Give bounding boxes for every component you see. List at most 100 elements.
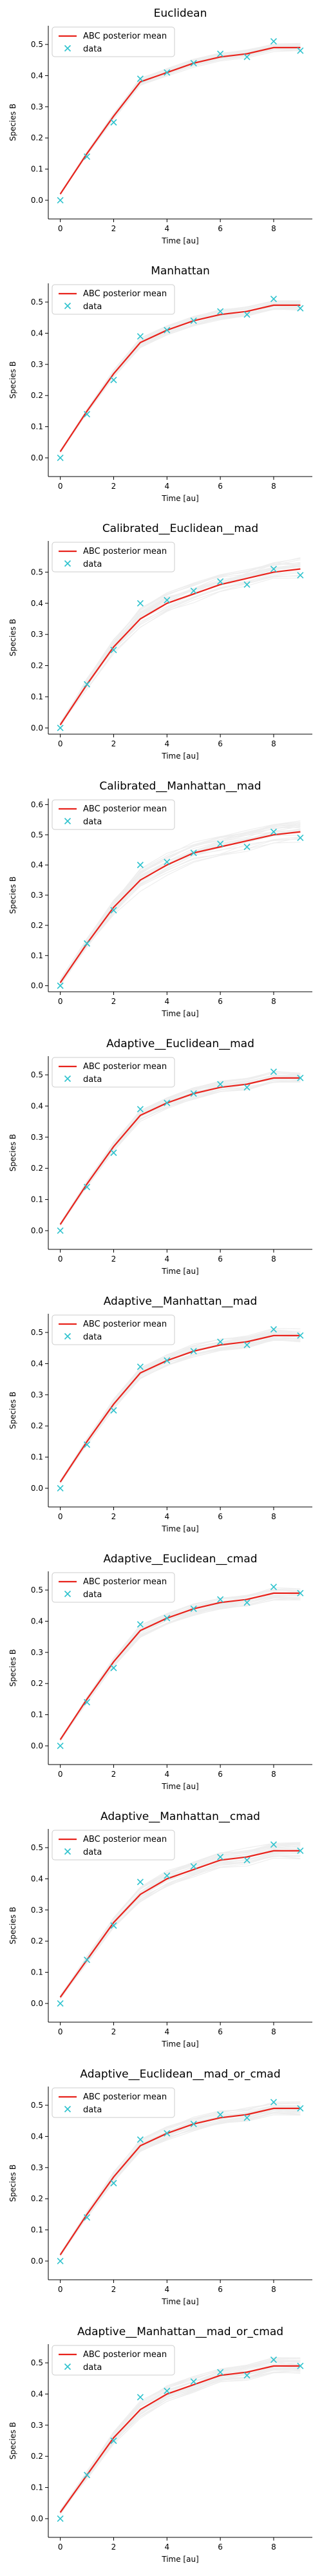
posterior-mean-line [59, 46, 301, 194]
sample-trajectory [60, 1587, 301, 1739]
panel-title: Adaptive__Euclidean__mad [106, 1037, 254, 1050]
sample-trajectory [60, 563, 301, 724]
legend-marker-swatch [64, 1848, 71, 1855]
sample-trajectory [60, 2107, 301, 2255]
sample-trajectory [60, 1339, 301, 1482]
x-tick-label: 4 [164, 739, 169, 748]
sample-trajectory [60, 1074, 301, 1224]
x-tick-label: 2 [111, 2543, 117, 2552]
legend-marker-swatch [64, 1332, 71, 1340]
legend: ABC posterior mean data [52, 1314, 175, 1345]
panel-title: Calibrated__Manhattan__mad [99, 780, 261, 793]
sample-trajectory [60, 1844, 301, 1996]
sample-trajectory [60, 2102, 301, 2255]
x-tick-label: 8 [271, 2027, 276, 2036]
sample-trajectory [60, 2360, 301, 2512]
data-point [137, 600, 144, 607]
sample-trajectory [60, 2370, 301, 2512]
sample-trajectory [60, 1855, 301, 1997]
posterior-samples [60, 1070, 301, 1226]
sample-trajectory [60, 825, 301, 984]
data-point [164, 2130, 171, 2137]
sample-trajectory [60, 50, 301, 194]
sample-trajectory [60, 1848, 301, 1996]
data-point [164, 1099, 171, 1106]
sample-trajectory [60, 1844, 301, 1998]
data-point [217, 50, 224, 57]
x-tick-label: 2 [111, 997, 117, 1006]
sample-trajectory [60, 1081, 301, 1224]
legend-marker-swatch [64, 2105, 71, 2113]
sample-trajectory [60, 1336, 301, 1483]
sample-trajectory [60, 562, 301, 726]
sample-trajectory [60, 2109, 301, 2257]
x-axis-label: Time [au] [161, 236, 199, 245]
y-tick-label: 0.4 [31, 328, 43, 337]
x-tick-label: 0 [58, 1512, 63, 1521]
y-tick-label: 0.2 [31, 921, 43, 930]
sample-trajectory [60, 300, 301, 452]
x-axis-label: Time [au] [161, 494, 199, 503]
legend-box [52, 542, 175, 573]
data-point [164, 1615, 171, 1622]
sample-trajectory [60, 1596, 301, 1741]
y-tick-label: 0.4 [31, 1101, 43, 1110]
sample-trajectory [60, 823, 301, 982]
sample-trajectory [60, 1597, 301, 1742]
sample-trajectory [60, 564, 301, 724]
data-point [83, 2472, 91, 2479]
sample-trajectory [60, 2110, 301, 2257]
legend: ABC posterior mean data [52, 2087, 175, 2118]
sample-trajectory [60, 2106, 301, 2255]
x-tick-label: 8 [271, 2285, 276, 2294]
data-point [110, 2179, 117, 2187]
y-tick-label: 0.3 [31, 1906, 43, 1915]
x-tick-label: 6 [218, 2027, 223, 2036]
sample-trajectory [60, 1329, 301, 1482]
sample-trajectory [60, 1073, 301, 1224]
y-tick-label: 0.5 [31, 40, 43, 49]
panel-title: Calibrated__Euclidean__mad [102, 522, 258, 535]
sample-trajectory [60, 2111, 301, 2257]
sample-trajectory [60, 2368, 301, 2513]
sample-trajectory [60, 2369, 301, 2512]
sample-trajectory [60, 2366, 301, 2513]
sample-trajectory [60, 1080, 301, 1226]
legend-marker-swatch [64, 560, 71, 567]
sample-trajectory [60, 568, 301, 727]
data-point [164, 858, 171, 866]
legend-box [52, 26, 175, 57]
posterior-samples [60, 1328, 301, 1484]
sample-trajectory [60, 2112, 301, 2255]
legend-box [52, 2087, 175, 2118]
y-tick-label: 0.0 [31, 1741, 43, 1750]
sample-trajectory [60, 1071, 301, 1224]
data-point [110, 118, 117, 126]
sample-trajectory [60, 575, 301, 727]
sample-trajectory [60, 44, 301, 194]
sample-trajectory [60, 1844, 301, 1997]
sample-trajectory [60, 2363, 301, 2512]
posterior-samples [60, 820, 301, 986]
y-tick-label: 0.3 [31, 360, 43, 369]
chart-panel: Euclidean 0 2 4 6 8 0.0 0.1 0.2 0.3 0.4 0.5 Time [au… [8, 7, 312, 245]
x-tick-label: 0 [58, 1255, 63, 1264]
y-tick-label: 0.3 [31, 1390, 43, 1399]
sample-trajectory [60, 2360, 301, 2511]
data-point [297, 834, 304, 842]
data-point [57, 1227, 64, 1235]
x-tick-label: 0 [58, 2543, 63, 2552]
data-point [110, 1922, 117, 1929]
data-point [57, 196, 64, 204]
sample-trajectory [60, 308, 301, 453]
posterior-samples [60, 2357, 301, 2515]
sample-trajectory [60, 1847, 301, 1998]
data-point [270, 38, 278, 45]
data-point [83, 1956, 91, 1964]
posterior-samples [60, 557, 301, 727]
data-point [137, 2136, 144, 2143]
data-point [137, 333, 144, 340]
sample-trajectory [60, 824, 301, 981]
x-tick-label: 2 [111, 2027, 117, 2036]
sample-trajectory [60, 1595, 301, 1741]
